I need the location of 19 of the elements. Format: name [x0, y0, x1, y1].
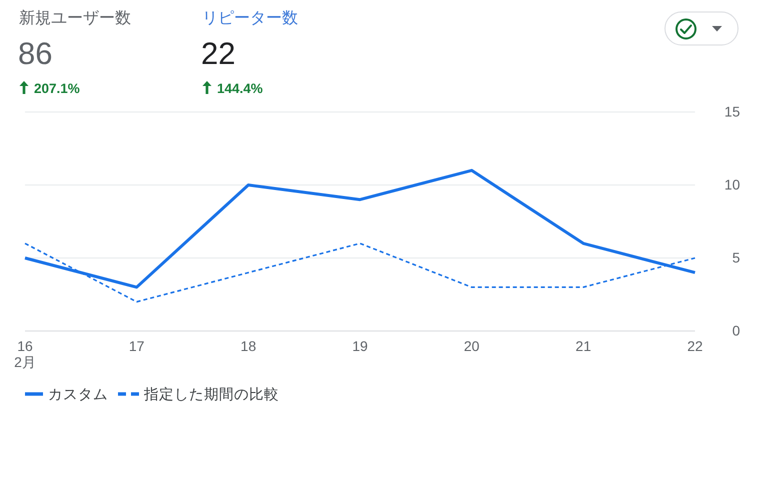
text: 86	[18, 36, 52, 71]
x-tick-label: 16 2月	[14, 338, 36, 370]
legend-label: 指定した期間の比較	[143, 386, 279, 403]
text: 207.1%	[34, 81, 80, 96]
legend-label: カスタム	[48, 387, 108, 403]
text: 新規ユーザー数	[19, 9, 131, 27]
text: 22	[201, 36, 236, 71]
x-tick-label: 18	[240, 338, 256, 354]
x-tick-label: 19	[352, 338, 368, 354]
y-tick-label: 15	[724, 103, 740, 120]
y-tick-label: 5	[732, 249, 740, 266]
y-tick-label: 10	[724, 176, 740, 192]
x-tick-label: 20	[464, 338, 480, 354]
text: 144.4%	[217, 81, 263, 96]
y-tick-label: 0	[732, 322, 740, 338]
x-tick-label: 17	[128, 338, 145, 354]
x-tick-label: 21	[576, 338, 592, 354]
text: リピーター数	[202, 10, 298, 27]
x-tick-label: 22	[687, 338, 703, 354]
